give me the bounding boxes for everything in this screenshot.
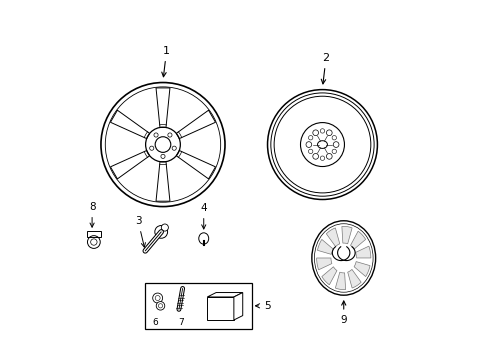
Text: 9: 9 [340, 301, 346, 325]
Polygon shape [325, 228, 339, 247]
Text: 5: 5 [255, 301, 270, 311]
Circle shape [152, 293, 163, 303]
Polygon shape [316, 258, 331, 270]
Bar [145, 283, 251, 329]
Text: 4: 4 [200, 203, 206, 229]
Circle shape [161, 224, 168, 231]
Text: 2: 2 [321, 53, 329, 84]
Polygon shape [347, 269, 361, 288]
Polygon shape [321, 267, 336, 285]
Polygon shape [355, 246, 370, 258]
Polygon shape [233, 293, 242, 320]
Text: 6: 6 [152, 318, 157, 327]
Bar [86, 231, 101, 238]
Polygon shape [207, 293, 242, 297]
Bar [207, 297, 233, 320]
Text: 3: 3 [135, 216, 145, 247]
Polygon shape [350, 231, 365, 249]
Polygon shape [335, 272, 345, 289]
Ellipse shape [198, 233, 208, 244]
Text: 7: 7 [178, 318, 183, 327]
Circle shape [155, 225, 167, 238]
Circle shape [156, 302, 164, 310]
Text: 8: 8 [89, 202, 95, 227]
Polygon shape [341, 226, 351, 244]
Polygon shape [353, 262, 369, 276]
Polygon shape [317, 239, 333, 255]
Text: 1: 1 [162, 46, 170, 77]
